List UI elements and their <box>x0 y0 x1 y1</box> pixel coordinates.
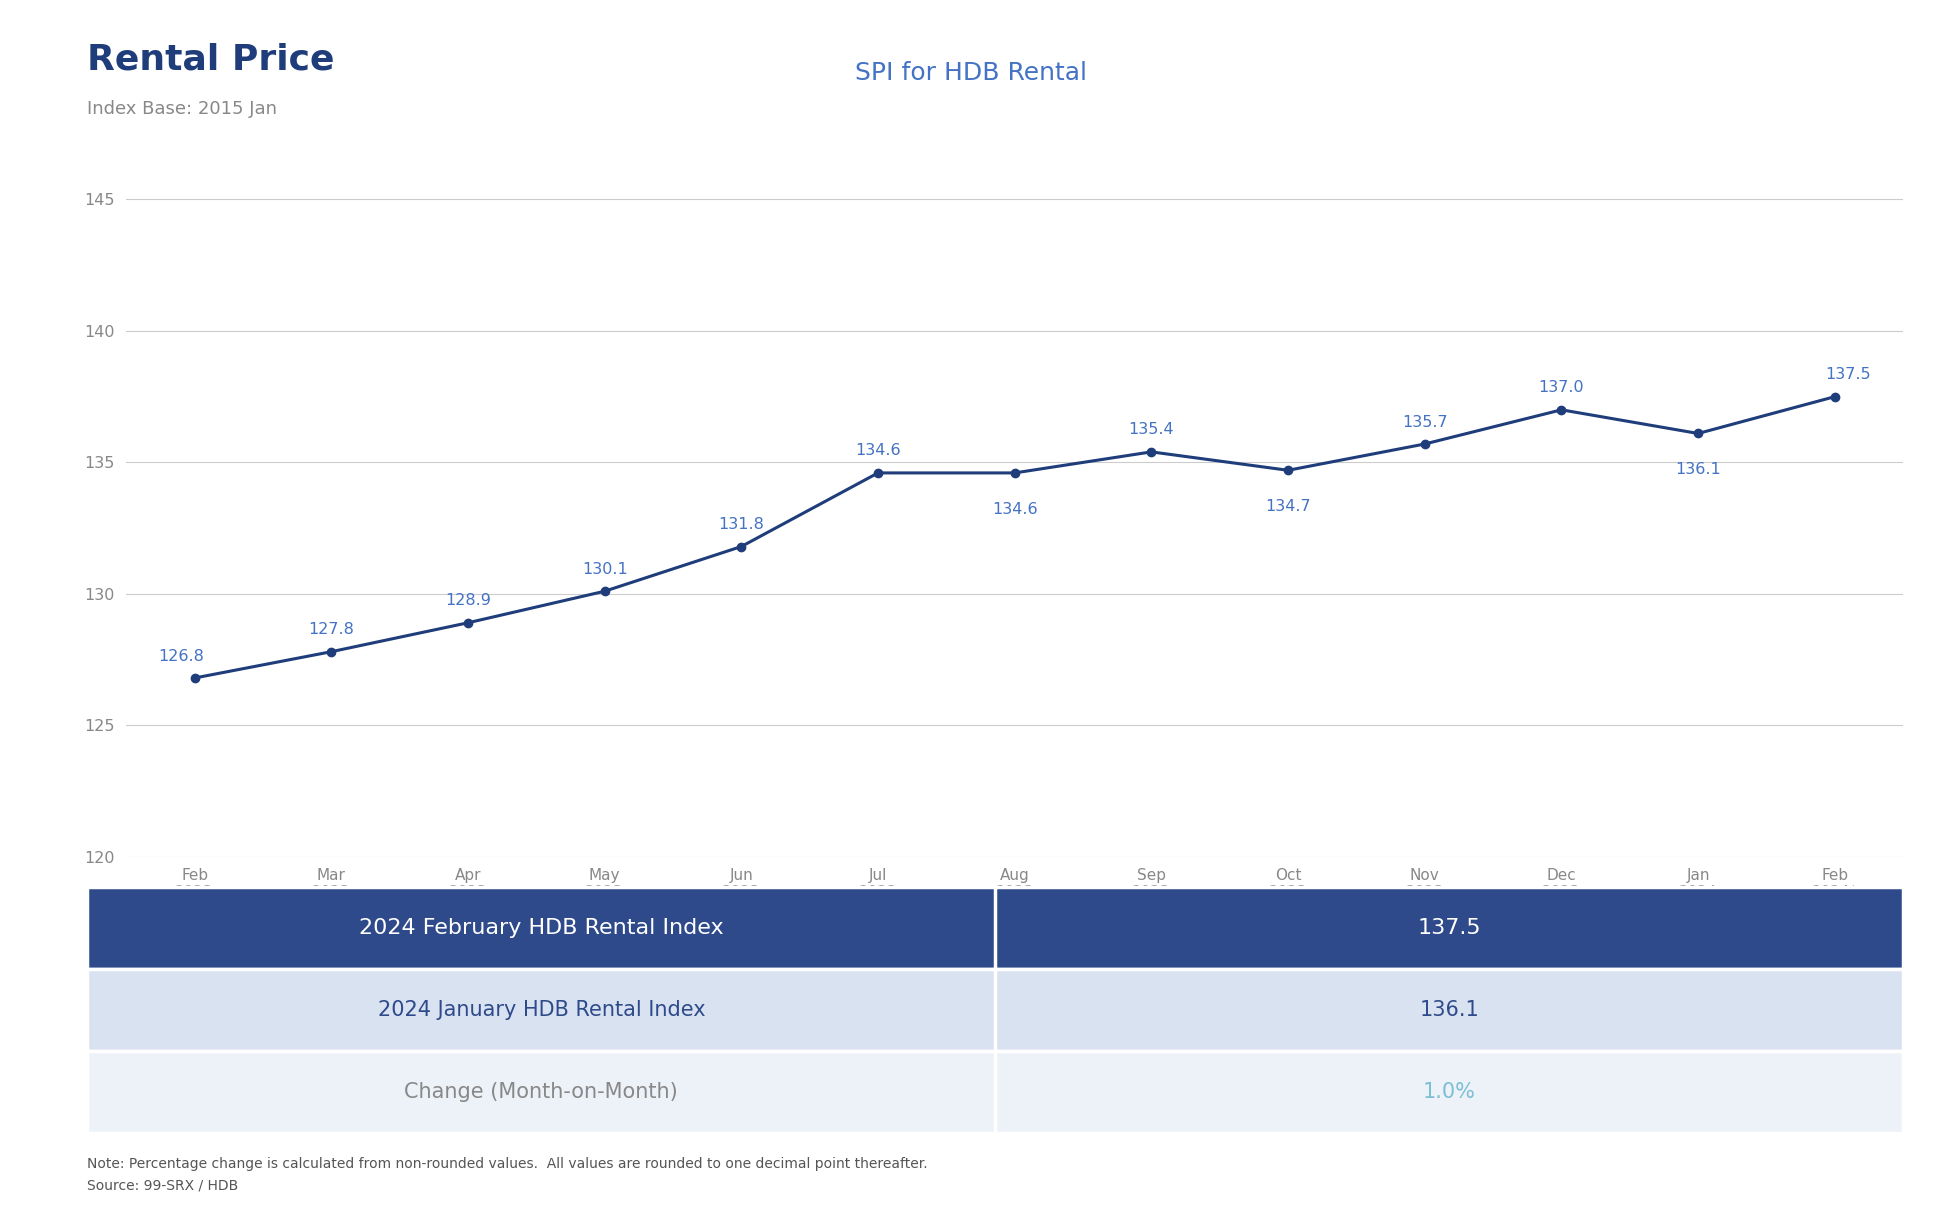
FancyBboxPatch shape <box>87 887 1903 969</box>
Text: Rental Price: Rental Price <box>87 43 334 77</box>
Text: 136.1: 136.1 <box>1420 1000 1480 1021</box>
Text: 1.0%: 1.0% <box>1423 1082 1476 1103</box>
Text: Change (Month-on-Month): Change (Month-on-Month) <box>404 1082 678 1103</box>
Text: 136.1: 136.1 <box>1676 463 1721 477</box>
Text: 134.6: 134.6 <box>992 502 1037 517</box>
Text: 137.5: 137.5 <box>1825 367 1872 382</box>
Text: 127.8: 127.8 <box>309 622 353 638</box>
FancyBboxPatch shape <box>87 1051 1903 1133</box>
Text: 2024 January HDB Rental Index: 2024 January HDB Rental Index <box>377 1000 705 1021</box>
Text: 131.8: 131.8 <box>719 517 765 532</box>
Text: Note: Percentage change is calculated from non-rounded values.  All values are r: Note: Percentage change is calculated fr… <box>87 1158 928 1171</box>
Text: 137.0: 137.0 <box>1538 381 1585 395</box>
Text: 126.8: 126.8 <box>157 649 204 663</box>
Text: 128.9: 128.9 <box>445 594 491 608</box>
FancyBboxPatch shape <box>87 969 1903 1051</box>
Text: 135.7: 135.7 <box>1402 415 1447 430</box>
Text: 135.4: 135.4 <box>1128 422 1175 437</box>
Text: 2024 February HDB Rental Index: 2024 February HDB Rental Index <box>359 918 724 939</box>
Text: SPI for HDB Rental: SPI for HDB Rental <box>854 61 1088 86</box>
Text: 134.7: 134.7 <box>1266 499 1311 514</box>
Text: Index Base: 2015 Jan: Index Base: 2015 Jan <box>87 100 278 119</box>
Text: 134.6: 134.6 <box>854 443 901 459</box>
Text: 137.5: 137.5 <box>1418 918 1482 939</box>
Text: Source: 99-SRX / HDB: Source: 99-SRX / HDB <box>87 1179 239 1192</box>
Text: 130.1: 130.1 <box>583 562 627 577</box>
